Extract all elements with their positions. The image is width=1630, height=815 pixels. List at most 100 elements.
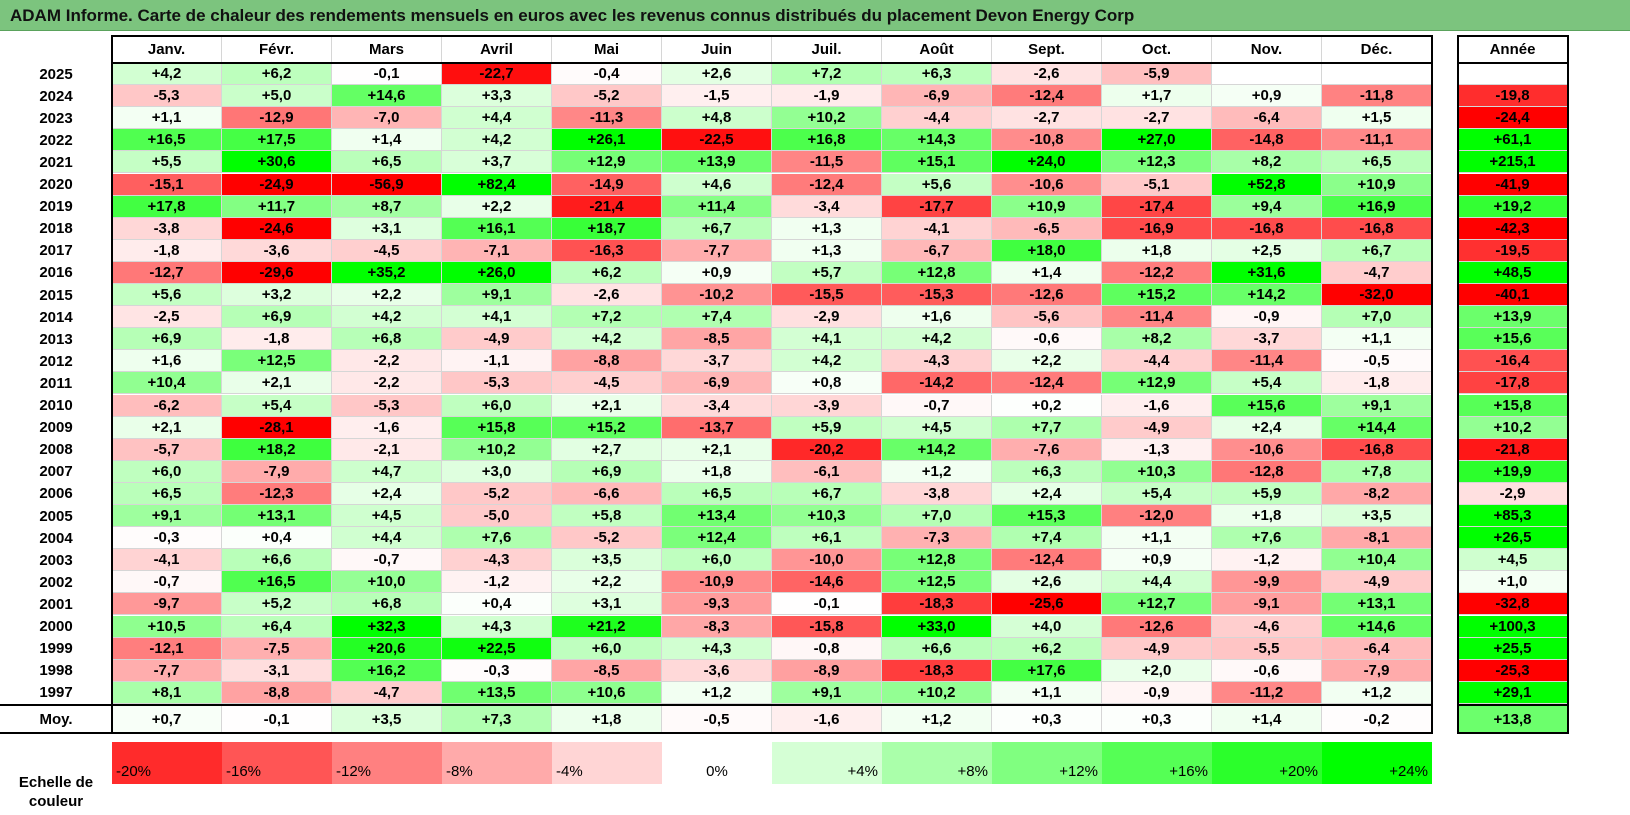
heatmap-cell: -4,6 <box>1212 615 1322 638</box>
heatmap-cell: -17,4 <box>1102 195 1212 218</box>
annual-cell: -16,4 <box>1458 350 1568 373</box>
heatmap-cell: +1,3 <box>772 217 882 240</box>
heatmap-cell: +16,5 <box>112 129 222 152</box>
annual-cell: +4,5 <box>1458 549 1568 572</box>
heatmap-cell: -2,5 <box>112 306 222 329</box>
year-label: 2006 <box>39 485 73 503</box>
heatmap-cell: +0,9 <box>1212 85 1322 108</box>
heatmap-cell: +12,9 <box>552 151 662 174</box>
year-label: 1997 <box>39 684 73 702</box>
heatmap-cell: +6,9 <box>112 328 222 351</box>
heatmap-cell: +10,0 <box>332 571 442 594</box>
heatmap-cell: -15,5 <box>772 284 882 307</box>
heatmap-cell: -7,6 <box>992 438 1102 461</box>
heatmap-cell: -11,1 <box>1322 129 1432 152</box>
heatmap-cell: -6,4 <box>1322 637 1432 660</box>
heatmap-cell: +17,8 <box>112 195 222 218</box>
annual-cell: -25,3 <box>1458 659 1568 682</box>
heatmap-cell: -14,9 <box>552 173 662 196</box>
annual-cell: +1,0 <box>1458 571 1568 594</box>
year-label: 2014 <box>39 308 73 326</box>
year-label: 2007 <box>39 463 73 481</box>
heatmap-cell: +82,4 <box>442 173 552 196</box>
heatmap-cell: +2,6 <box>992 571 1102 594</box>
heatmap-cell: +3,3 <box>442 85 552 108</box>
heatmap-cell: +2,1 <box>112 416 222 439</box>
color-scale-swatch: +20% <box>1212 742 1322 784</box>
heatmap-cell: -22,7 <box>442 63 552 86</box>
heatmap-cell: +4,3 <box>662 637 772 660</box>
heatmap-cell: +1,8 <box>662 460 772 483</box>
heatmap-cell: +2,4 <box>1212 416 1322 439</box>
heatmap-cell: -11,4 <box>1212 350 1322 373</box>
heatmap-cell: -6,9 <box>882 85 992 108</box>
average-cell: -0,5 <box>662 706 772 733</box>
heatmap-cell: -7,9 <box>222 460 332 483</box>
annual-cell: -40,1 <box>1458 284 1568 307</box>
heatmap-cell: -4,4 <box>1102 350 1212 373</box>
heatmap-cell: +4,2 <box>552 328 662 351</box>
heatmap-cell: -0,9 <box>1212 306 1322 329</box>
year-label: 2004 <box>39 529 73 547</box>
heatmap-cell: +8,7 <box>332 195 442 218</box>
annual-cell: +15,8 <box>1458 394 1568 417</box>
heatmap-cell: -16,8 <box>1322 438 1432 461</box>
heatmap-cell: -6,9 <box>662 372 772 395</box>
heatmap-cell: +0,9 <box>1102 549 1212 572</box>
heatmap-cell <box>1212 63 1322 86</box>
heatmap-cell: -7,7 <box>112 659 222 682</box>
annual-cell: +100,3 <box>1458 615 1568 638</box>
heatmap-cell: +3,5 <box>552 549 662 572</box>
heatmap-cell: +1,8 <box>1102 239 1212 262</box>
color-scale-swatch: -12% <box>332 742 442 784</box>
column-header: Déc. <box>1322 36 1432 63</box>
heatmap-cell: +2,4 <box>992 482 1102 505</box>
heatmap-cell: +35,2 <box>332 261 442 284</box>
heatmap-cell: -0,3 <box>112 527 222 550</box>
heatmap-cell: +26,0 <box>442 261 552 284</box>
heatmap-cell: +0,8 <box>772 372 882 395</box>
heatmap-cell: -1,2 <box>1212 549 1322 572</box>
heatmap-cell: -3,1 <box>222 659 332 682</box>
heatmap-cell: -4,4 <box>882 107 992 130</box>
year-label: 2009 <box>39 419 73 437</box>
heatmap-cell: +6,0 <box>112 460 222 483</box>
heatmap-cell: +2,1 <box>222 372 332 395</box>
heatmap-cell: +7,4 <box>992 527 1102 550</box>
annual-cell: +26,5 <box>1458 527 1568 550</box>
heatmap-cell: +13,9 <box>662 151 772 174</box>
year-label: 2025 <box>39 65 73 83</box>
heatmap-cell: +12,5 <box>222 350 332 373</box>
heatmap-cell: -0,6 <box>1212 659 1322 682</box>
heatmap-cell: -12,0 <box>1102 505 1212 528</box>
heatmap-cell: +0,4 <box>222 527 332 550</box>
heatmap-cell: -12,7 <box>112 261 222 284</box>
annual-cell: -41,9 <box>1458 173 1568 196</box>
heatmap-cell: -6,7 <box>882 239 992 262</box>
heatmap-cell: -4,5 <box>552 372 662 395</box>
year-label: 2000 <box>39 618 73 636</box>
heatmap-cell: -25,6 <box>992 593 1102 616</box>
heatmap-cell: +12,5 <box>882 571 992 594</box>
year-label: 2020 <box>39 176 73 194</box>
color-scale-swatch: -20% <box>112 742 222 784</box>
average-cell: +3,5 <box>332 706 442 733</box>
average-annual-cell: +13,8 <box>1458 706 1568 733</box>
heatmap-cell: -4,1 <box>112 549 222 572</box>
heatmap-cell: -12,2 <box>1102 261 1212 284</box>
heatmap-cell: +6,5 <box>332 151 442 174</box>
color-scale-swatch: +16% <box>1102 742 1212 784</box>
heatmap-cell: +4,4 <box>332 527 442 550</box>
year-label: 2005 <box>39 507 73 525</box>
heatmap-cell: +1,6 <box>882 306 992 329</box>
heatmap-cell: +15,3 <box>992 505 1102 528</box>
heatmap-cell: +4,1 <box>442 306 552 329</box>
heatmap-cell: -4,9 <box>1102 416 1212 439</box>
heatmap-cell: -3,6 <box>662 659 772 682</box>
column-header: Avril <box>442 36 552 63</box>
heatmap-cell: +0,2 <box>992 394 1102 417</box>
heatmap-cell: -24,9 <box>222 173 332 196</box>
heatmap-cell: +12,9 <box>1102 372 1212 395</box>
heatmap-cell: -22,5 <box>662 129 772 152</box>
heatmap-cell: -3,7 <box>1212 328 1322 351</box>
